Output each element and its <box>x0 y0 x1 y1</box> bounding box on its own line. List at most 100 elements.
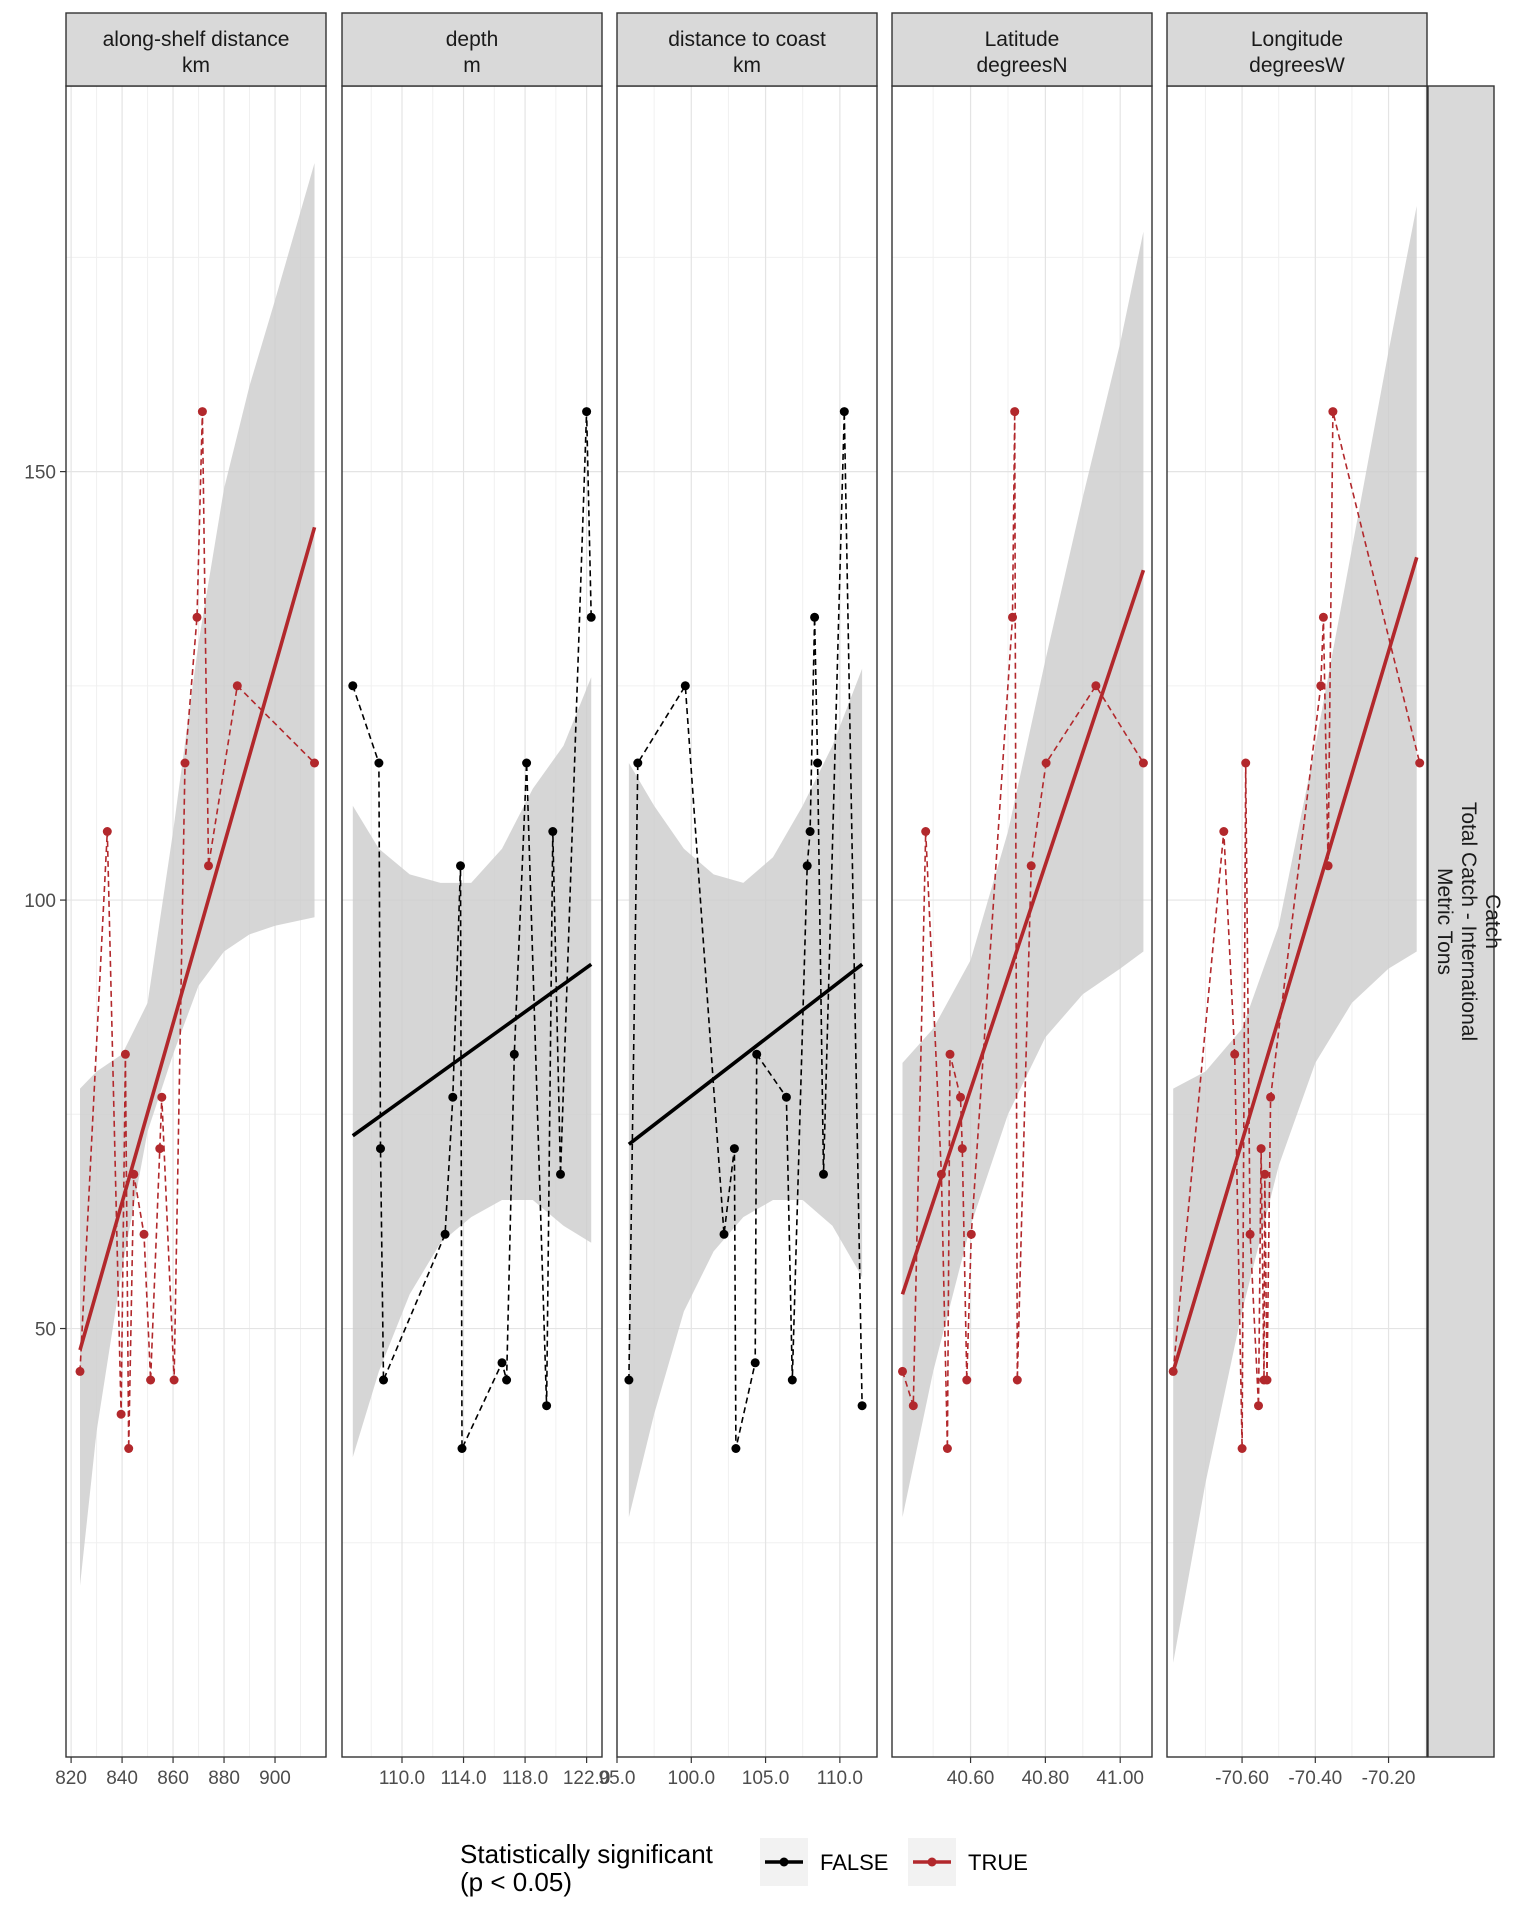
data-point <box>497 1358 507 1368</box>
data-point <box>1316 681 1326 691</box>
fit-line <box>900 569 1146 1295</box>
data-point <box>956 1092 965 1102</box>
data-point <box>502 1375 512 1385</box>
facet-strip-label: distance to coast <box>668 28 826 51</box>
data-point <box>857 1401 867 1411</box>
data-point <box>157 1092 167 1102</box>
data-point <box>180 758 190 768</box>
x-tick-label: 840 <box>106 1768 138 1789</box>
data-point <box>522 758 532 768</box>
x-tick-label: 860 <box>157 1768 189 1789</box>
x-tick-label: 110.0 <box>379 1768 425 1789</box>
data-point <box>957 1144 967 1154</box>
x-tick-label: 820 <box>55 1768 87 1789</box>
legend-label-true: TRUE <box>968 1850 1028 1875</box>
data-point <box>582 407 592 417</box>
facet-strip-label: Latitude <box>985 28 1060 51</box>
data-point <box>719 1229 729 1239</box>
x-tick-label: 900 <box>259 1768 291 1789</box>
facet-strip-label: depth <box>446 28 499 51</box>
confidence-band <box>1173 206 1417 1663</box>
legend-title: Statistically significant <box>460 1839 714 1869</box>
data-point <box>192 612 202 622</box>
x-tick-label: 122.0 <box>563 1768 611 1789</box>
facet-panel-4: Longitude degreesW -70.60 -70.40 -70.20 <box>1166 12 1428 1789</box>
facet-strip-label: Longitude <box>1251 28 1343 51</box>
facet-panel-2: distance to coast km 95.0 100.0 105.0 110.0 <box>599 12 878 1789</box>
facet-panel-3: Latitude degreesN 40.60 40.80 41.00 <box>891 12 1153 1789</box>
x-tick-label: 105.0 <box>742 1768 790 1789</box>
x-tick-label: -70.20 <box>1362 1768 1416 1789</box>
data-point <box>197 407 207 417</box>
data-point <box>116 1409 126 1419</box>
confidence-band <box>352 677 592 1458</box>
x-tick-label: 114.0 <box>440 1768 486 1789</box>
data-point <box>750 1358 760 1368</box>
data-point <box>139 1229 149 1239</box>
data-point <box>921 827 931 836</box>
data-point <box>731 1444 741 1453</box>
facet-strip <box>616 12 878 87</box>
data-point <box>509 1049 519 1059</box>
x-tick-label: -70.60 <box>1215 1768 1269 1789</box>
data-point <box>1091 681 1101 691</box>
data-point <box>169 1375 179 1385</box>
row-strip-label: Metric Tons <box>1433 868 1456 975</box>
data-point <box>729 1144 739 1154</box>
data-point <box>1328 407 1338 417</box>
data-point <box>1026 861 1036 871</box>
legend-label-false: FALSE <box>820 1850 888 1875</box>
row-strip-label: Catch <box>1481 894 1504 949</box>
data-point <box>440 1229 450 1239</box>
data-point <box>1241 758 1251 768</box>
data-point <box>1230 1049 1240 1059</box>
x-tick-label: 118.0 <box>502 1768 548 1789</box>
data-point <box>310 758 319 768</box>
legend-title: (p < 0.05) <box>460 1867 572 1897</box>
facet-strip <box>341 12 603 87</box>
facet-strip-label: m <box>463 54 481 77</box>
legend-key-point <box>927 1857 937 1867</box>
y-tick-label: 50 <box>35 1320 56 1341</box>
data-point <box>102 827 112 836</box>
data-point <box>379 1375 388 1385</box>
data-point <box>1266 1092 1276 1102</box>
data-point <box>374 758 384 768</box>
data-point <box>908 1401 918 1411</box>
fit-line <box>627 962 864 1146</box>
data-point <box>680 681 690 691</box>
x-tick-label: 40.60 <box>947 1768 995 1789</box>
facet-strip <box>65 12 327 87</box>
data-point <box>456 861 465 871</box>
facet-strip-label: km <box>733 54 761 77</box>
data-point <box>556 1169 565 1179</box>
data-point <box>633 758 643 768</box>
data-point <box>1237 1444 1247 1453</box>
data-point <box>155 1144 165 1154</box>
data-point <box>548 827 558 836</box>
data-point <box>819 1169 828 1179</box>
y-tick-label: 150 <box>24 463 56 484</box>
data-point <box>376 1144 385 1154</box>
data-point <box>810 612 820 622</box>
facet-panel-0: along-shelf distance km 820 840 860 880 900 <box>55 12 327 1789</box>
x-tick-label: 880 <box>208 1768 240 1789</box>
facet-strip <box>891 12 1153 87</box>
x-tick-label: 100.0 <box>668 1768 716 1789</box>
facet-strip-label: degreesN <box>976 54 1067 77</box>
row-strip <box>1427 85 1495 1758</box>
data-point <box>945 1049 955 1059</box>
confidence-band <box>628 668 863 1518</box>
data-point <box>348 681 358 691</box>
fit-line <box>351 962 593 1138</box>
data-point <box>839 407 849 417</box>
data-point <box>898 1366 907 1376</box>
data-point <box>448 1092 458 1102</box>
data-point <box>1041 758 1051 768</box>
data-point <box>1012 1375 1022 1385</box>
data-point <box>1260 1169 1270 1179</box>
data-point <box>1138 758 1148 768</box>
data-point <box>962 1375 972 1385</box>
x-tick-label: 95.0 <box>599 1768 636 1789</box>
